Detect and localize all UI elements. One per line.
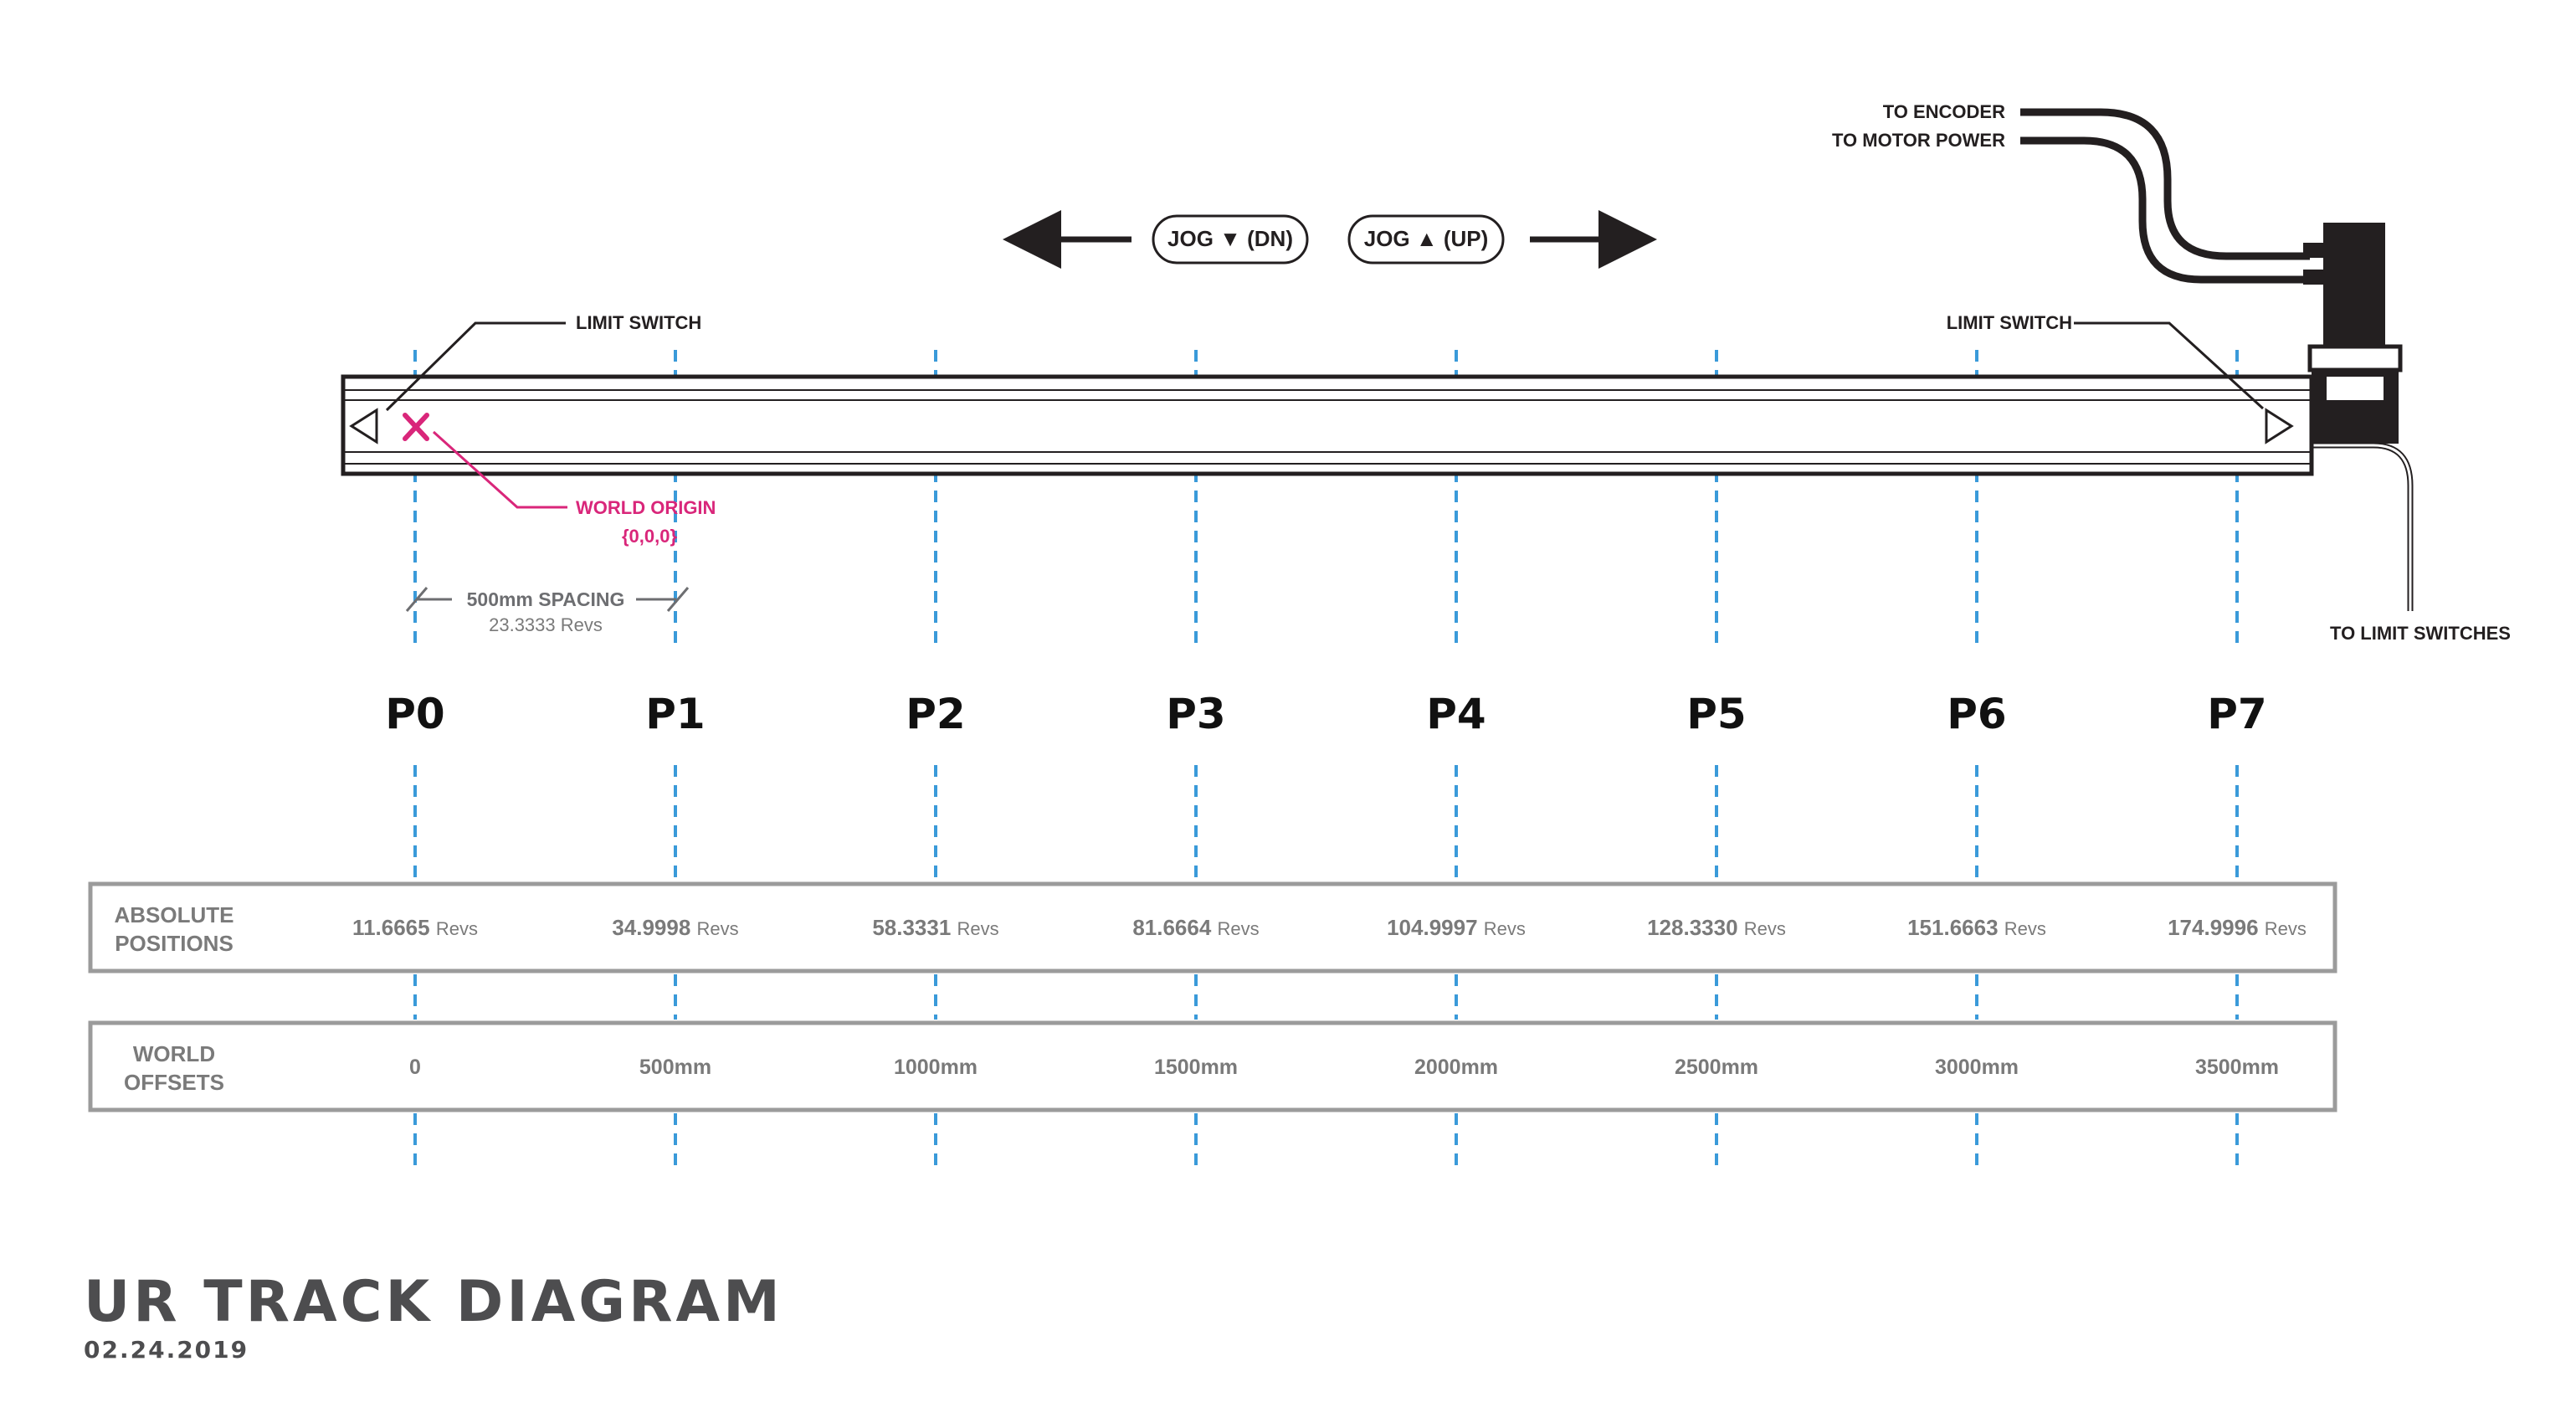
to-limit-switches-label: TO LIMIT SWITCHES — [2330, 623, 2511, 644]
spacing-label: 500mm SPACING — [467, 588, 625, 610]
world-origin-coords: {0,0,0} — [622, 526, 677, 547]
absolute-position-value: 151.6663 Revs — [1907, 915, 2046, 940]
jog-down-label: JOG ▼ (DN) — [1167, 226, 1293, 251]
world-offset-value: 1500mm — [1154, 1056, 1238, 1079]
world-offset-value: 2000mm — [1414, 1056, 1498, 1079]
position-label: P7 — [2207, 690, 2266, 738]
world-offset-value: 3500mm — [2195, 1056, 2279, 1079]
position-label: P0 — [385, 690, 444, 738]
world-row-label-line1: WORLD — [133, 1041, 215, 1066]
position-label: P1 — [645, 690, 705, 738]
absolute-position-value: 128.3330 Revs — [1647, 915, 1786, 940]
left-limit-switch-leader — [385, 321, 566, 412]
right-limit-switch-label: LIMIT SWITCH — [1947, 312, 2072, 333]
position-label: P3 — [1166, 690, 1225, 738]
diagram-title: UR TRACK DIAGRAM — [84, 1269, 783, 1335]
absolute-position-value: 104.9997 Revs — [1387, 915, 1526, 940]
diagram-date: 02.24.2019 — [84, 1336, 249, 1364]
left-limit-switch-label: LIMIT SWITCH — [576, 312, 701, 333]
spacing-revs: 23.3333 Revs — [489, 614, 603, 635]
absolute-positions-row — [88, 881, 2337, 973]
position-label: P6 — [1947, 690, 2006, 738]
world-origin-label: WORLD ORIGIN — [576, 497, 716, 518]
absolute-position-value: 81.6664 Revs — [1132, 915, 1259, 940]
motor-icon — [2303, 223, 2403, 444]
world-row-label-line2: OFFSETS — [124, 1070, 224, 1095]
position-label: P4 — [1426, 690, 1486, 738]
position-label: P5 — [1686, 690, 1746, 738]
world-offset-value: 0 — [409, 1056, 421, 1079]
spacing-dimension — [405, 587, 690, 612]
world-origin-leader — [432, 430, 567, 509]
world-offset-values: 0 500mm 1000mm 1500mm 2000mm 2500mm 3000mm 3500… — [409, 1056, 2279, 1079]
absolute-values: 11.6665 Revs 34.9998 Revs 58.3331 Revs 81.6… — [352, 915, 2307, 940]
world-offset-value: 3000mm — [1935, 1056, 2019, 1079]
motor-cables — [2020, 108, 2310, 284]
right-limit-switch-icon — [2265, 408, 2294, 444]
world-offset-value: 500mm — [639, 1056, 711, 1079]
position-labels: P0 P1 P2 P3 P4 P5 P6 P7 — [385, 690, 2266, 738]
to-encoder-label: TO ENCODER — [1883, 101, 2005, 122]
absolute-row-label-line1: ABSOLUTE — [115, 902, 234, 927]
world-origin-marker-icon — [403, 413, 429, 441]
track-rail — [341, 374, 2314, 476]
absolute-row-label-line2: POSITIONS — [115, 931, 233, 956]
world-offsets-row — [88, 1020, 2337, 1112]
absolute-position-value: 174.9996 Revs — [2168, 915, 2307, 940]
position-label: P2 — [906, 690, 965, 738]
jog-up-label: JOG ▲ (UP) — [1364, 226, 1489, 251]
jog-down-button[interactable] — [1152, 214, 1309, 265]
absolute-position-value: 11.6665 Revs — [352, 915, 478, 940]
to-motor-power-label: TO MOTOR POWER — [1832, 130, 2005, 151]
limit-switch-cable — [2310, 442, 2414, 611]
right-limit-switch-leader — [2074, 321, 2265, 410]
absolute-position-value: 34.9998 Revs — [612, 915, 738, 940]
world-offset-value: 1000mm — [894, 1056, 978, 1079]
jog-up-button[interactable] — [1347, 214, 1505, 265]
world-offset-value: 2500mm — [1675, 1056, 1758, 1079]
absolute-position-value: 58.3331 Revs — [872, 915, 998, 940]
left-limit-switch-icon — [349, 408, 378, 444]
